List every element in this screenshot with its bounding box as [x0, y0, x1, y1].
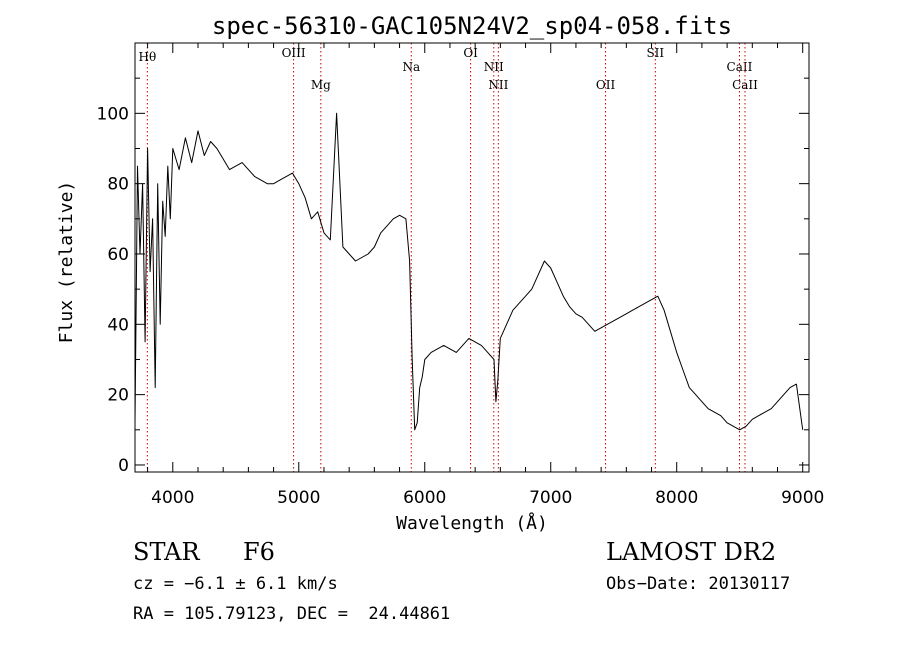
object-class: STAR [133, 538, 200, 566]
spectral-line-label: Hθ [138, 50, 156, 64]
spectral-line-label: SII [646, 46, 664, 60]
spectral-line-label: CaII [727, 60, 753, 74]
plot-frame [134, 42, 810, 473]
x-tick-label: 8000 [655, 488, 698, 508]
y-tick-label: 60 [107, 245, 129, 265]
series-layer [134, 112, 804, 431]
coordinates-readout: RA = 105.79123, DEC = 24.44861 [133, 604, 451, 624]
y-tick-label: 80 [107, 175, 129, 195]
x-tick-label: 7000 [529, 488, 572, 508]
spectral-line-label: OI [463, 46, 478, 60]
y-tick-label: 20 [107, 386, 129, 406]
spectral-line-label: Na [402, 60, 420, 74]
spectrum-line [134, 112, 804, 431]
x-tick-label: 5000 [277, 488, 320, 508]
x-axis-label: Wavelength (Å) [396, 512, 548, 534]
spectral-line-label: OII [596, 78, 616, 92]
spectral-line-label: NII [484, 60, 504, 74]
chart-title: spec-56310-GAC105N24V2_sp04-058.fits [212, 12, 732, 40]
spectral-line-markers: Hθ OIII Mg Na OI NII NII OII SII CaII CaII [138, 43, 758, 472]
y-tick-label: 100 [97, 104, 129, 124]
y-tick-label: 40 [107, 315, 129, 335]
y-tick-label: 0 [118, 456, 129, 476]
spectral-line-label: Mg [311, 78, 331, 92]
survey-name: LAMOST DR2 [606, 538, 777, 566]
y-axis-label: Flux (relative) [56, 181, 77, 344]
object-subclass: F6 [243, 538, 275, 566]
spectral-line-label: CaII [732, 78, 758, 92]
x-tick-label: 9000 [781, 488, 824, 508]
axes: 4000 5000 6000 7000 8000 9000 0 20 40 60 80 100 [97, 43, 824, 508]
spectral-line-label: OIII [282, 46, 306, 60]
x-tick-label: 6000 [403, 488, 446, 508]
redshift-readout: cz = −6.1 ± 6.1 km/s [133, 574, 338, 594]
spectrum-plot: spec-56310-GAC105N24V2_sp04-058.fits Hθ O… [56, 12, 824, 534]
spectral-line-label: NII [488, 78, 508, 92]
x-tick-label: 4000 [151, 488, 194, 508]
observation-date: Obs−Date: 20130117 [606, 574, 791, 594]
